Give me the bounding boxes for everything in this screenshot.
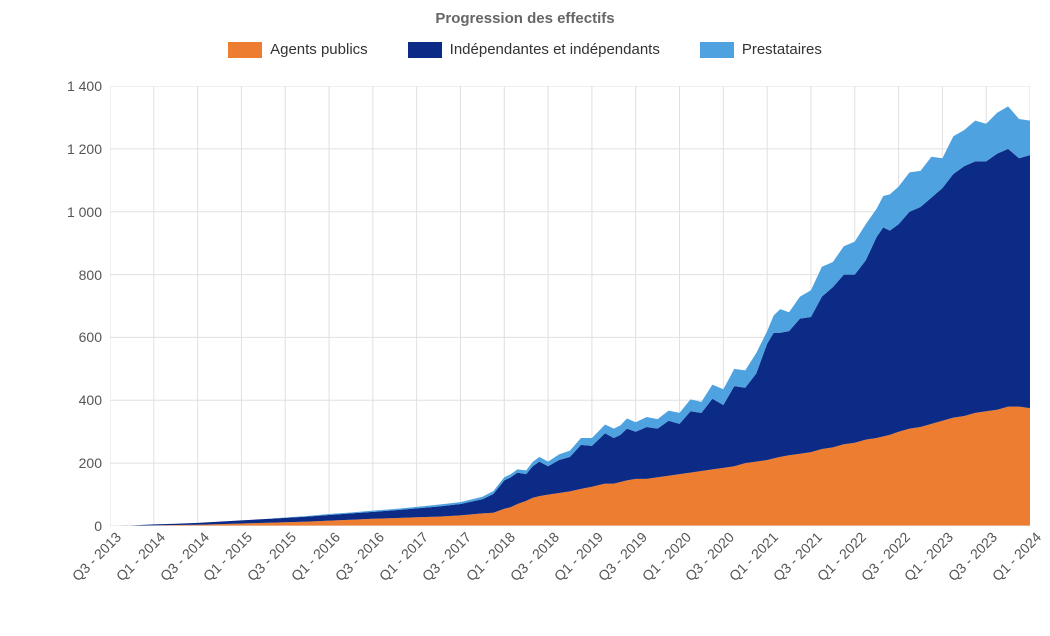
legend-swatch-indep xyxy=(408,42,442,58)
ytick-label: 200 xyxy=(79,455,102,471)
chart-legend: Agents publics Indépendantes et indépend… xyxy=(0,41,1050,58)
legend-swatch-agents xyxy=(228,42,262,58)
ytick-label: 600 xyxy=(79,329,102,345)
workforce-chart: Progression des effectifs Agents publics… xyxy=(0,0,1050,636)
plot-area: 02004006008001 0001 2001 400Q3 - 2013Q1 … xyxy=(110,86,1030,526)
ytick-label: 400 xyxy=(79,392,102,408)
ytick-label: 1 000 xyxy=(67,204,102,220)
legend-item-agents: Agents publics xyxy=(228,41,368,58)
ytick-label: 1 200 xyxy=(67,141,102,157)
legend-label-agents: Agents publics xyxy=(270,41,368,58)
ytick-label: 1 400 xyxy=(67,78,102,94)
chart-svg xyxy=(110,86,1030,526)
legend-item-prest: Prestataires xyxy=(700,41,822,58)
legend-item-indep: Indépendantes et indépendants xyxy=(408,41,660,58)
legend-label-indep: Indépendantes et indépendants xyxy=(450,41,660,58)
chart-title: Progression des effectifs xyxy=(0,0,1050,27)
ytick-label: 800 xyxy=(79,267,102,283)
legend-label-prest: Prestataires xyxy=(742,41,822,58)
ytick-label: 0 xyxy=(94,518,102,534)
legend-swatch-prest xyxy=(700,42,734,58)
